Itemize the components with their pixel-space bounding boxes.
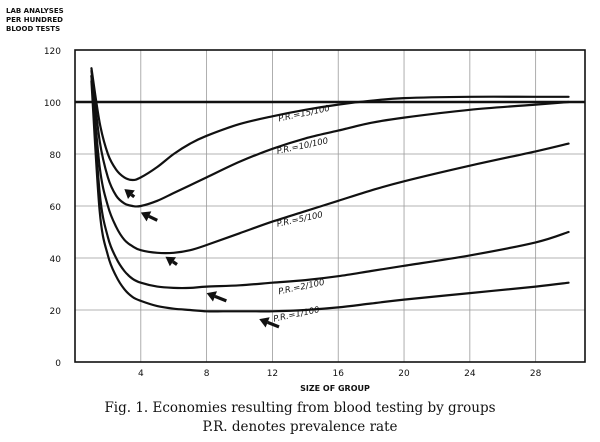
y-tick-label: 100 xyxy=(44,99,61,109)
x-axis-label: SIZE OF GROUP xyxy=(300,384,370,393)
arrow-shaft xyxy=(148,214,158,222)
arrow-shaft xyxy=(130,193,136,199)
x-tick-label: 12 xyxy=(267,369,278,379)
series-lines xyxy=(90,67,570,313)
arrows xyxy=(124,189,280,329)
arrow-head xyxy=(140,211,152,222)
y-tick-label: 120 xyxy=(44,47,61,57)
arrow-head xyxy=(165,256,177,267)
series-label-p-r-1-100: P.R.=1/100 xyxy=(273,305,321,325)
y-tick-label: 20 xyxy=(50,307,62,317)
y-tick-label: 80 xyxy=(50,151,62,161)
arrow-shaft xyxy=(214,294,227,303)
x-tick-label: 20 xyxy=(398,369,410,379)
figure-caption-note: P.R. denotes prevalence rate xyxy=(202,419,398,435)
x-tick-label: 8 xyxy=(204,369,210,379)
y-tick-label: 60 xyxy=(50,203,62,213)
arrow-shaft xyxy=(267,320,280,329)
series-line-p-r-10-100 xyxy=(90,69,570,208)
arrow-shaft xyxy=(172,260,178,266)
x-tick-label: 4 xyxy=(138,369,144,379)
x-tick-label: 24 xyxy=(464,369,476,379)
series-line-p-r-2-100 xyxy=(90,74,570,290)
x-tick-label: 28 xyxy=(530,369,542,379)
y-axis-label-line: LAB ANALYSES xyxy=(6,7,64,15)
plot-frame xyxy=(74,49,586,363)
y-tick-label: 40 xyxy=(50,255,62,265)
y-axis-label-line: BLOOD TESTS xyxy=(6,25,60,33)
series-labels: P.R.=15/100P.R.=10/100P.R.=5/100P.R.=2/1… xyxy=(273,104,331,325)
x-tick-label: 16 xyxy=(332,369,344,379)
figure-caption-title: Fig. 1. Economies resulting from blood t… xyxy=(104,400,496,416)
axes xyxy=(74,49,586,363)
arrow-head xyxy=(124,189,135,199)
series-line-p-r-5-100 xyxy=(90,74,570,255)
series-label-p-r-15-100: P.R.=15/100 xyxy=(278,104,331,125)
tick-labels: 0 20 40 60 80 100 120 4 8 12 16 20 24 28 xyxy=(44,47,542,379)
arrow-head xyxy=(206,291,218,302)
series-line-p-r-15-100 xyxy=(90,67,570,182)
y-tick-label: 0 xyxy=(55,359,61,369)
arrow-head xyxy=(259,317,270,328)
series-line-p-r-1-100 xyxy=(90,80,570,313)
y-axis-label-line: PER HUNDRED xyxy=(6,16,63,24)
